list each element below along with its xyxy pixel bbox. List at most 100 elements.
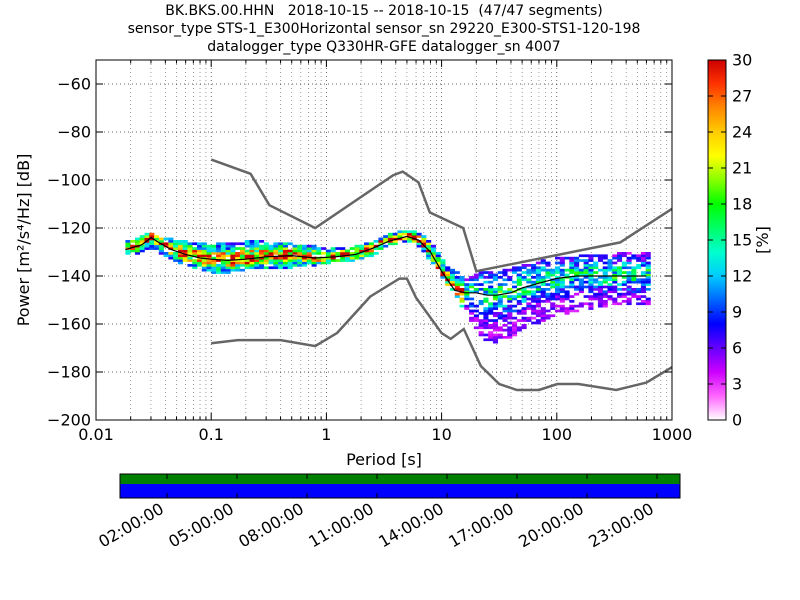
histogram-cell: [454, 295, 460, 298]
histogram-cell: [325, 254, 331, 258]
histogram-cell: [278, 264, 284, 267]
histogram-cell: [545, 264, 551, 267]
histogram-cell: [297, 249, 303, 253]
histogram-cell: [617, 259, 623, 262]
histogram-cell: [187, 247, 193, 250]
histogram-cell: [230, 242, 236, 246]
histogram-cell: [359, 244, 365, 248]
histogram-cell: [144, 232, 150, 236]
histogram-cell: [254, 240, 260, 243]
histogram-cell: [535, 280, 541, 284]
histogram-cell: [531, 316, 537, 320]
histogram-cell: [583, 285, 589, 289]
histogram-cell: [273, 259, 279, 262]
histogram-cell: [626, 259, 632, 262]
histogram-cell: [531, 309, 537, 313]
histogram-cell: [545, 316, 551, 320]
histogram-cell: [235, 252, 241, 255]
histogram-cell: [230, 264, 236, 267]
histogram-cell: [631, 292, 637, 296]
histogram-cell: [464, 307, 470, 310]
coverage-tick-label: 05:00:00: [165, 499, 237, 551]
histogram-cell: [554, 276, 561, 279]
histogram-cell: [478, 302, 484, 306]
histogram-cell: [597, 290, 604, 294]
histogram-cell: [292, 247, 298, 250]
histogram-cell: [254, 254, 260, 258]
histogram-cell: [550, 307, 556, 310]
histogram-cell: [588, 276, 594, 279]
histogram-cell: [235, 256, 241, 260]
histogram-cell: [344, 259, 351, 262]
histogram-cell: [249, 242, 255, 246]
histogram-cell: [593, 292, 599, 296]
histogram-cell: [612, 302, 618, 306]
histogram-cell: [244, 259, 250, 262]
histogram-cell: [173, 259, 179, 262]
histogram-cell: [230, 252, 236, 255]
histogram-cell: [554, 271, 561, 274]
histogram-cell: [607, 266, 613, 270]
histogram-cell: [407, 235, 413, 238]
histogram-cell: [449, 268, 456, 272]
histogram-cell: [469, 312, 475, 315]
histogram-cell: [535, 266, 541, 270]
histogram-cell: [578, 278, 584, 282]
histogram-cell: [545, 271, 551, 274]
histogram-cell: [497, 295, 503, 298]
x-tick-label: 10: [431, 425, 451, 444]
histogram-cell: [192, 252, 198, 255]
histogram-cell: [197, 259, 203, 262]
histogram-cell: [440, 261, 446, 265]
histogram-cell: [125, 240, 131, 243]
histogram-cell: [177, 244, 183, 248]
histogram-cell: [282, 256, 288, 260]
histogram-cell: [545, 273, 551, 277]
histogram-cell: [640, 290, 646, 294]
histogram-cell: [483, 288, 489, 291]
histogram-cell: [340, 256, 346, 260]
histogram-cell: [526, 316, 532, 320]
histogram-cell: [488, 331, 494, 334]
histogram-cell: [488, 324, 494, 327]
histogram-cell: [488, 288, 494, 291]
histogram-cell: [478, 271, 484, 274]
histogram-cell: [531, 266, 537, 270]
histogram-cell: [201, 261, 207, 265]
histogram-cell: [187, 259, 193, 262]
histogram-cell: [378, 237, 384, 241]
histogram-cell: [407, 230, 413, 234]
histogram-cell: [521, 292, 527, 296]
histogram-cell: [173, 252, 179, 255]
histogram-cell: [259, 252, 265, 255]
histogram-cell: [225, 264, 231, 267]
histogram-cell: [645, 271, 651, 274]
histogram-cell: [259, 244, 265, 248]
histogram-cell: [478, 319, 484, 322]
histogram-cell: [158, 249, 164, 253]
histogram-cell: [239, 242, 246, 246]
histogram-cell: [492, 324, 499, 327]
histogram-cell: [263, 247, 269, 250]
histogram-cell: [526, 280, 532, 284]
histogram-cell: [612, 297, 618, 301]
histogram-cell: [445, 268, 451, 272]
histogram-cell: [516, 319, 522, 322]
histogram-cell: [201, 249, 207, 253]
histogram-cell: [526, 307, 532, 310]
histogram-cell: [440, 266, 446, 270]
histogram-cell: [173, 254, 179, 258]
histogram-cell: [282, 261, 288, 265]
histogram-cell: [292, 264, 298, 267]
histogram-cell: [540, 288, 546, 291]
histogram-cell: [302, 254, 308, 258]
histogram-cell: [402, 232, 408, 236]
histogram-cell: [483, 309, 489, 313]
histogram-cell: [239, 264, 246, 267]
histogram-cell: [464, 285, 470, 289]
histogram-cell: [364, 247, 370, 250]
histogram-cell: [473, 304, 479, 308]
histogram-cell: [626, 297, 632, 301]
histogram-cell: [478, 331, 484, 334]
histogram-cell: [306, 247, 312, 250]
